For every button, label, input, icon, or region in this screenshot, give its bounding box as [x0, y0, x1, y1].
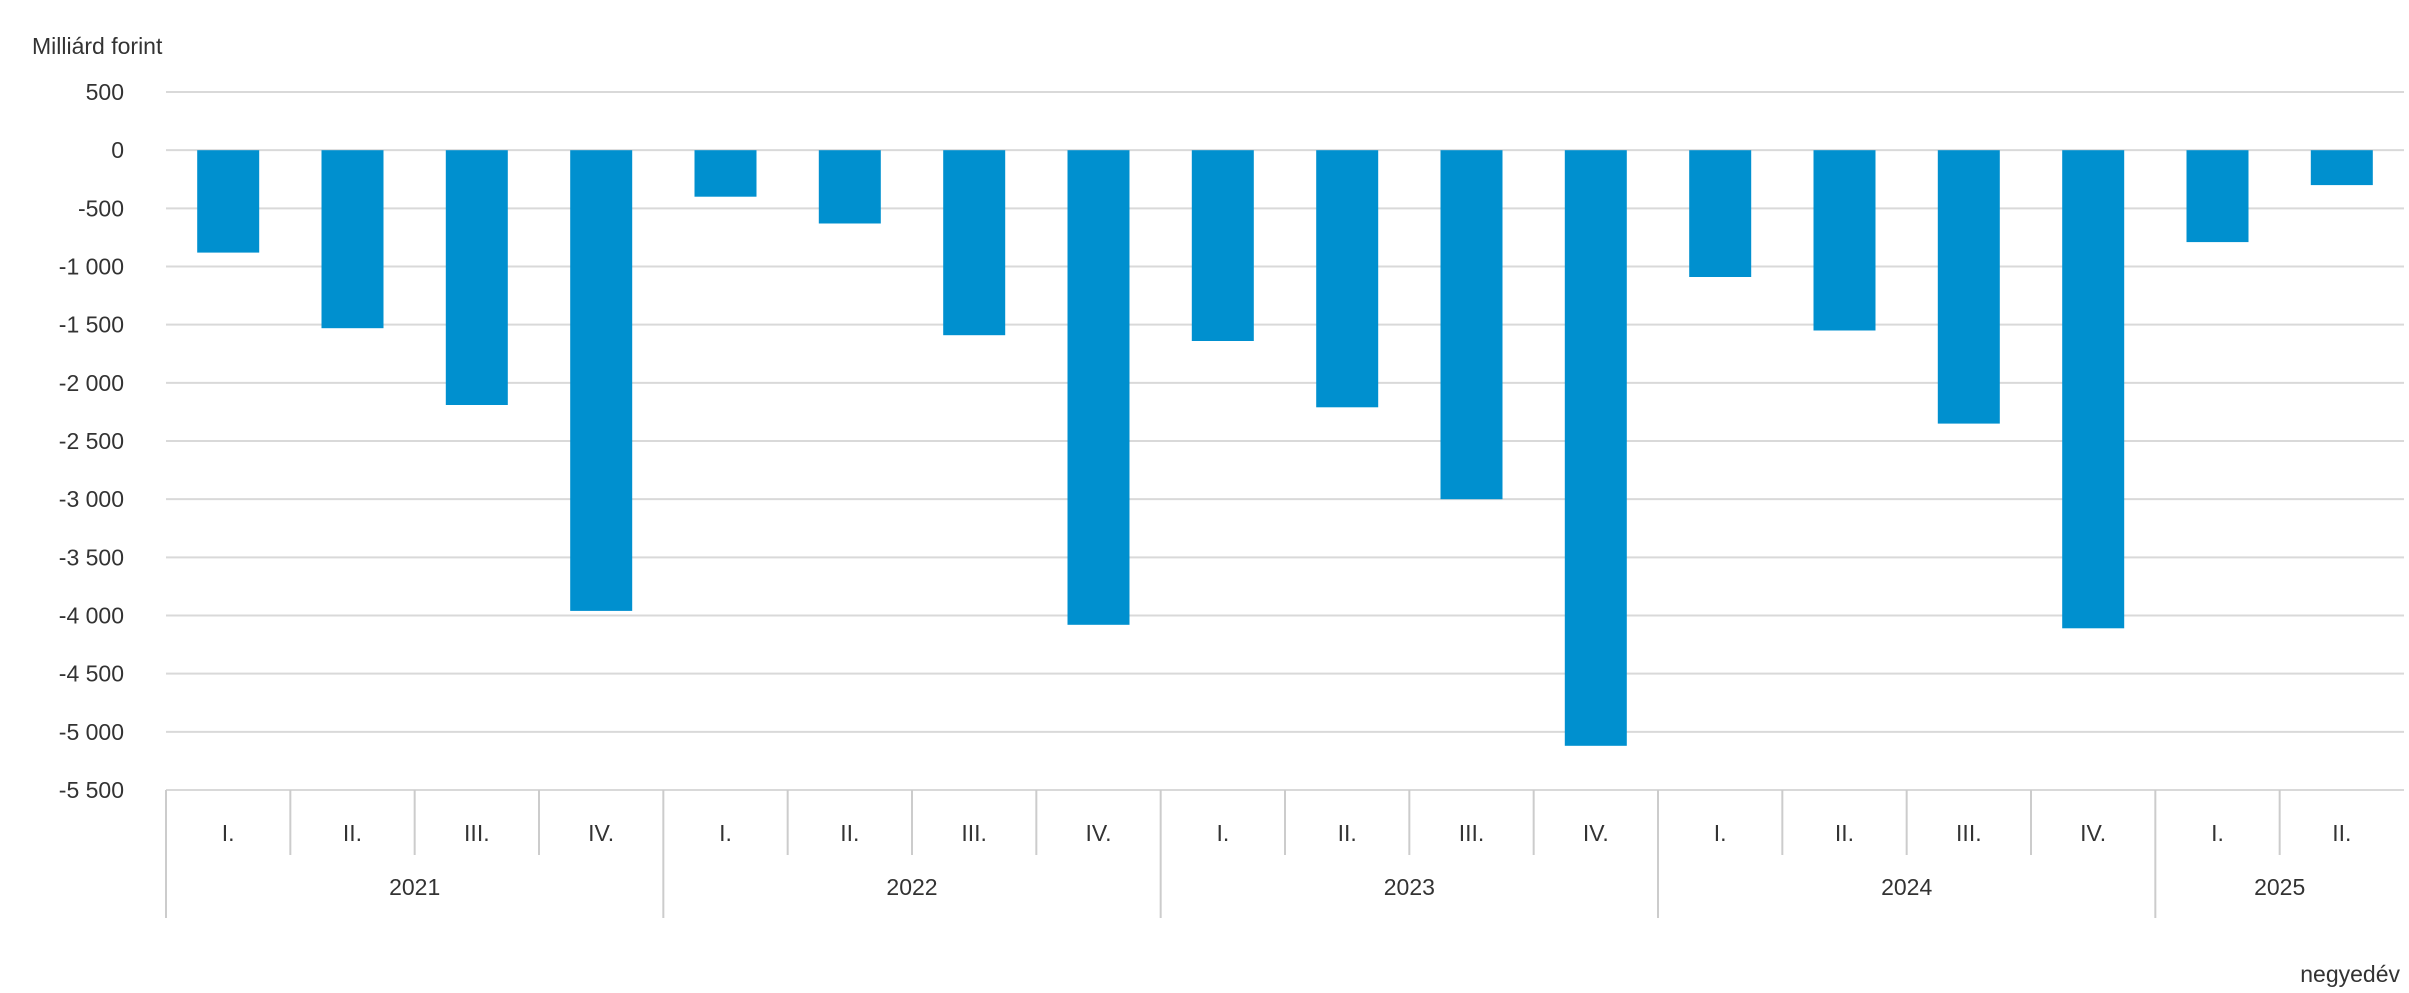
bar [1316, 150, 1379, 408]
bar [2310, 150, 2373, 186]
bars [197, 150, 2373, 746]
bar [818, 150, 881, 224]
x-tick-label-quarter: I. [1216, 820, 1229, 846]
x-tick-label-quarter: IV. [2080, 820, 2106, 846]
bar [1067, 150, 1130, 625]
x-tick-label-year: 2023 [1384, 874, 1435, 900]
bar [1440, 150, 1503, 500]
bar [2062, 150, 2125, 629]
y-tick-label: -5 000 [59, 719, 124, 745]
bar [445, 150, 508, 405]
x-axis-label: negyedév [2300, 961, 2400, 987]
y-tick-label: 500 [86, 79, 124, 105]
bar [943, 150, 1006, 336]
y-tick-label: -1 500 [59, 312, 124, 338]
y-axis-label: Milliárd forint [32, 33, 163, 59]
x-tick-label-quarter: I. [1714, 820, 1727, 846]
y-tick-label: -3 500 [59, 544, 124, 570]
x-tick-label-quarter: IV. [588, 820, 614, 846]
bar [321, 150, 384, 329]
x-tick-label-quarter: III. [961, 820, 987, 846]
y-tick-label: -3 000 [59, 486, 124, 512]
y-tick-label: -2 000 [59, 370, 124, 396]
bar [1564, 150, 1627, 746]
bar [694, 150, 757, 197]
bar [1937, 150, 2000, 424]
bar [2186, 150, 2249, 243]
y-tick-label: 0 [111, 137, 124, 163]
x-tick-label-quarter: I. [2211, 820, 2224, 846]
y-tick-label: -500 [78, 195, 124, 221]
x-tick-label-quarter: II. [1835, 820, 1854, 846]
bar [1191, 150, 1254, 341]
bar [570, 150, 633, 611]
bar [1813, 150, 1876, 331]
x-tick-label-quarter: II. [2332, 820, 2351, 846]
x-tick-label-quarter: III. [1459, 820, 1485, 846]
y-tick-label: -1 000 [59, 254, 124, 280]
x-tick-label-year: 2021 [389, 874, 440, 900]
x-tick-label-quarter: IV. [1085, 820, 1111, 846]
bar [1689, 150, 1752, 277]
x-tick-label-quarter: I. [222, 820, 235, 846]
y-tick-label: -4 000 [59, 603, 124, 629]
x-tick-label-quarter: I. [719, 820, 732, 846]
y-tick-label: -4 500 [59, 661, 124, 687]
x-tick-label-quarter: IV. [1583, 820, 1609, 846]
x-tick-label-quarter: II. [343, 820, 362, 846]
x-axis: I. II. III. IV. I. II. III. IV. I. II. III. IV. I. II… [165, 790, 2351, 918]
x-tick-label-year: 2025 [2254, 874, 2305, 900]
y-axis-ticks: 500 0 -500 -1 000 -1 500 -2 000 -2 500 -3 000 -3… [59, 79, 124, 803]
x-tick-label-quarter: II. [840, 820, 859, 846]
x-tick-label-quarter: III. [1956, 820, 1982, 846]
bar [197, 150, 260, 253]
x-tick-label-quarter: III. [464, 820, 490, 846]
x-tick-label-year: 2022 [886, 874, 937, 900]
y-tick-label: -5 500 [59, 777, 124, 803]
x-tick-label-quarter: II. [1338, 820, 1357, 846]
x-tick-label-year: 2024 [1881, 874, 1932, 900]
y-tick-label: -2 500 [59, 428, 124, 454]
